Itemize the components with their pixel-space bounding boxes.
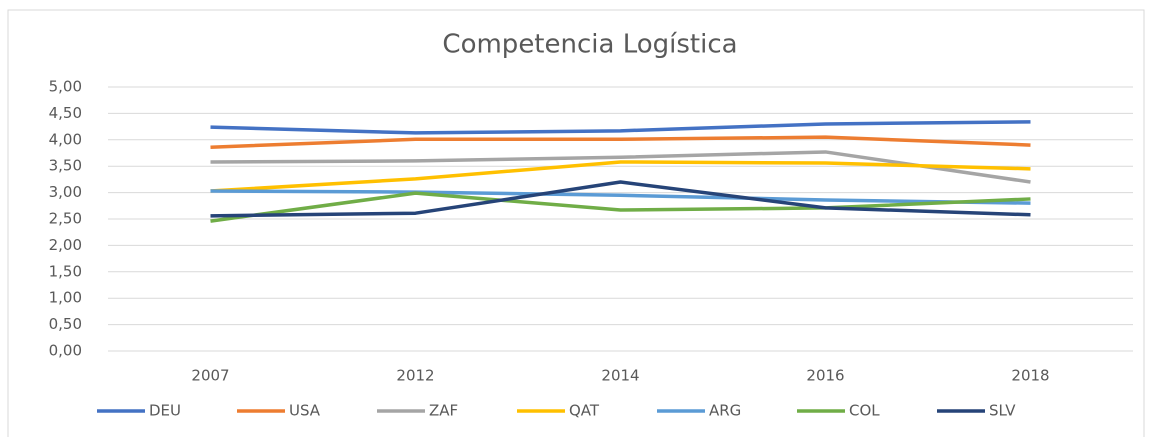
series-line <box>210 120 1031 135</box>
y-tick-label: 4,00 <box>49 130 82 148</box>
legend-label: QAT <box>569 402 600 420</box>
legend-label: ARG <box>709 402 741 420</box>
series-line <box>210 189 1031 205</box>
y-tick-label: 2,00 <box>49 236 82 254</box>
legend-label: SLV <box>989 402 1016 420</box>
chart-frame <box>7 9 1145 437</box>
y-tick-label: 3,00 <box>49 183 82 201</box>
x-tick-label: 2018 <box>1011 367 1049 385</box>
legend-label: COL <box>849 402 880 420</box>
y-tick-label: 5,00 <box>49 78 82 96</box>
y-tick-label: 0,50 <box>49 315 82 333</box>
legend-label: USA <box>289 402 321 420</box>
series-line <box>210 150 1031 184</box>
x-tick-label: 2014 <box>601 367 639 385</box>
x-tick-label: 2012 <box>396 367 434 385</box>
series-line <box>210 135 1031 149</box>
x-tick-label: 2016 <box>806 367 844 385</box>
series-line <box>210 160 1031 193</box>
y-tick-label: 1,00 <box>49 289 82 307</box>
legend-label: ZAF <box>429 402 458 420</box>
series-line <box>210 191 1031 223</box>
chart-title: Competencia Logística <box>442 30 737 60</box>
y-tick-label: 2,50 <box>49 210 82 228</box>
y-tick-label: 0,00 <box>49 342 82 360</box>
series-line <box>210 180 1031 218</box>
y-tick-label: 1,50 <box>49 262 82 280</box>
y-tick-label: 4,50 <box>49 104 82 122</box>
legend-label: DEU <box>149 402 181 420</box>
y-tick-label: 3,50 <box>49 157 82 175</box>
x-tick-label: 2007 <box>191 367 229 385</box>
